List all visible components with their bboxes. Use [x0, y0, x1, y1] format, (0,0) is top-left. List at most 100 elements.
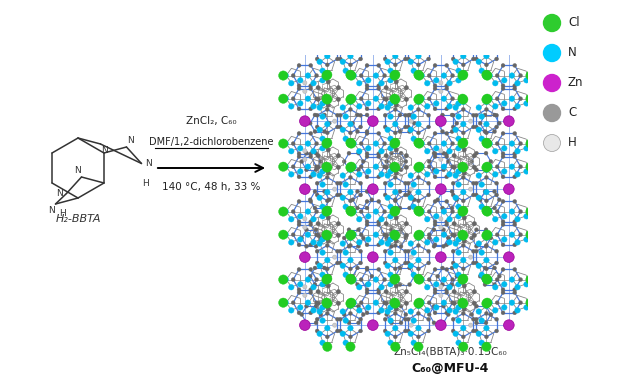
Circle shape	[460, 140, 464, 144]
Circle shape	[289, 104, 294, 109]
Circle shape	[359, 181, 362, 185]
Circle shape	[472, 165, 476, 169]
Circle shape	[298, 101, 303, 106]
Circle shape	[451, 181, 455, 185]
Circle shape	[434, 237, 439, 242]
Text: N: N	[568, 46, 577, 59]
Circle shape	[445, 152, 449, 156]
Circle shape	[322, 206, 326, 210]
Circle shape	[412, 274, 416, 278]
Circle shape	[326, 107, 329, 112]
Circle shape	[302, 149, 307, 153]
Circle shape	[349, 199, 352, 203]
Circle shape	[300, 313, 304, 316]
Circle shape	[324, 276, 328, 280]
Circle shape	[458, 207, 467, 216]
Circle shape	[351, 96, 356, 101]
Circle shape	[512, 220, 517, 224]
Circle shape	[406, 181, 410, 185]
Circle shape	[458, 139, 467, 148]
Circle shape	[373, 164, 379, 169]
Circle shape	[283, 73, 289, 78]
Circle shape	[314, 278, 319, 282]
Circle shape	[484, 321, 488, 325]
Circle shape	[441, 164, 447, 169]
Circle shape	[419, 209, 424, 214]
Circle shape	[340, 241, 346, 246]
Circle shape	[324, 234, 328, 238]
Circle shape	[388, 318, 393, 323]
Circle shape	[484, 31, 489, 37]
Circle shape	[385, 236, 389, 240]
Circle shape	[351, 232, 356, 237]
Circle shape	[336, 193, 339, 197]
Circle shape	[404, 125, 408, 129]
Circle shape	[447, 240, 452, 245]
Circle shape	[445, 288, 449, 291]
Circle shape	[484, 303, 489, 309]
Circle shape	[418, 302, 422, 306]
Circle shape	[283, 232, 289, 237]
Circle shape	[487, 209, 492, 214]
Circle shape	[322, 113, 326, 117]
Circle shape	[392, 167, 398, 173]
Circle shape	[342, 313, 346, 316]
Circle shape	[309, 268, 312, 271]
Circle shape	[365, 311, 369, 315]
Circle shape	[309, 132, 312, 135]
Text: N: N	[56, 189, 63, 198]
Circle shape	[320, 318, 326, 323]
Circle shape	[434, 214, 439, 219]
Circle shape	[373, 300, 379, 305]
Circle shape	[379, 149, 384, 154]
Circle shape	[512, 200, 517, 203]
Circle shape	[414, 70, 423, 79]
Circle shape	[501, 311, 505, 315]
Circle shape	[291, 142, 295, 146]
Circle shape	[388, 250, 393, 255]
Circle shape	[314, 301, 319, 305]
Circle shape	[441, 73, 447, 78]
Circle shape	[474, 228, 478, 232]
Circle shape	[385, 309, 391, 314]
Circle shape	[317, 37, 322, 42]
Circle shape	[392, 189, 398, 195]
Circle shape	[447, 285, 452, 290]
Circle shape	[322, 139, 331, 148]
Circle shape	[320, 214, 325, 219]
Circle shape	[324, 53, 330, 59]
Circle shape	[498, 274, 501, 278]
Circle shape	[316, 233, 320, 237]
Circle shape	[365, 130, 369, 133]
Circle shape	[495, 278, 499, 282]
Circle shape	[461, 243, 465, 247]
Circle shape	[461, 189, 466, 195]
Circle shape	[414, 299, 423, 308]
Circle shape	[359, 233, 363, 237]
Circle shape	[279, 94, 288, 103]
Circle shape	[393, 107, 398, 112]
Circle shape	[361, 313, 365, 316]
Circle shape	[526, 298, 535, 307]
Circle shape	[326, 216, 331, 220]
Circle shape	[346, 206, 355, 215]
Circle shape	[460, 166, 464, 170]
Circle shape	[359, 45, 362, 49]
Circle shape	[427, 45, 431, 49]
Circle shape	[512, 223, 517, 226]
Circle shape	[411, 204, 416, 209]
Circle shape	[388, 214, 393, 219]
Circle shape	[315, 45, 319, 49]
Circle shape	[338, 318, 342, 321]
Circle shape	[519, 210, 522, 214]
Circle shape	[340, 195, 346, 200]
Circle shape	[359, 97, 363, 101]
Circle shape	[447, 172, 452, 177]
Circle shape	[526, 207, 535, 216]
Circle shape	[445, 223, 449, 226]
Text: C: C	[568, 107, 576, 119]
Circle shape	[419, 164, 424, 169]
Circle shape	[451, 193, 455, 197]
Text: H: H	[59, 209, 66, 218]
Circle shape	[416, 335, 421, 339]
